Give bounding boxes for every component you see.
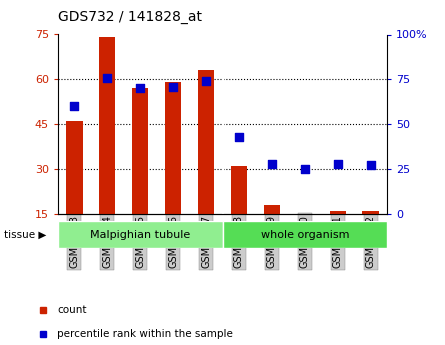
Bar (132, 88, 149, 214)
Point (202, 78, 210, 84)
Point (301, 166, 308, 172)
Text: percentile rank within the sample: percentile rank within the sample (57, 329, 233, 339)
Point (268, 161, 275, 166)
Bar (264, 205, 280, 214)
Point (334, 161, 341, 166)
Point (137, 86, 144, 91)
Bar (165, 82, 182, 214)
Text: GDS732 / 141828_at: GDS732 / 141828_at (58, 10, 202, 24)
Text: tissue ▶: tissue ▶ (4, 230, 47, 239)
Text: count: count (57, 305, 87, 315)
Bar (58, 221, 222, 248)
Point (235, 134, 243, 139)
Point (170, 84, 177, 89)
Bar (222, 221, 387, 248)
Text: whole organism: whole organism (261, 230, 349, 239)
Point (71, 104, 78, 109)
Bar (231, 166, 247, 214)
Bar (99, 38, 116, 214)
Point (367, 163, 374, 168)
Bar (362, 211, 379, 214)
Point (104, 75, 111, 80)
Bar (330, 211, 346, 214)
Bar (66, 121, 83, 214)
Bar (198, 70, 214, 214)
Text: Malpighian tubule: Malpighian tubule (90, 230, 190, 239)
